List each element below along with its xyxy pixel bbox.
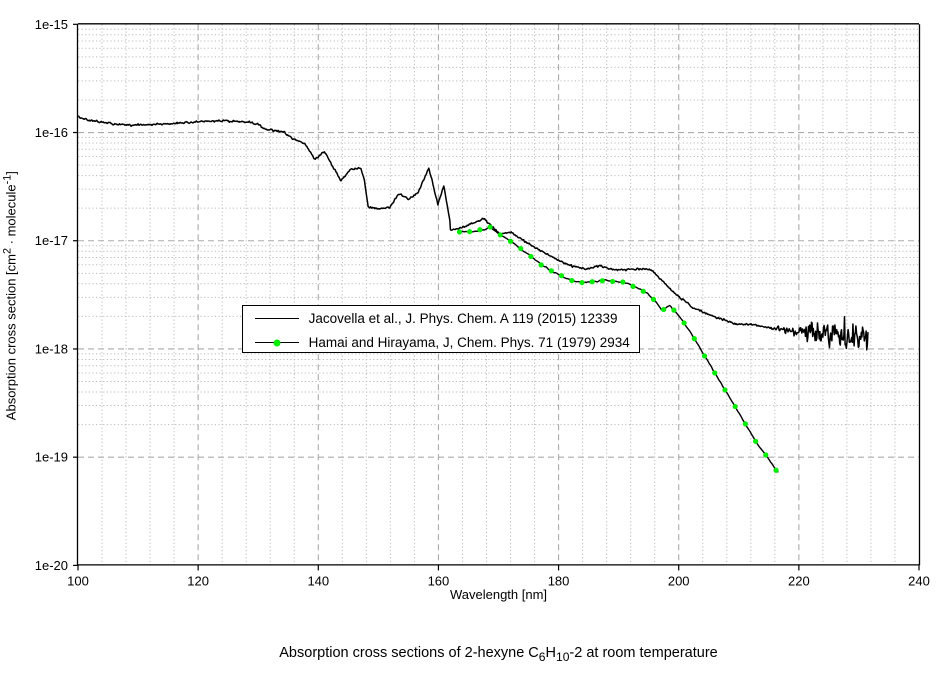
svg-text:1e-17: 1e-17 [35, 233, 68, 248]
svg-text:1e-19: 1e-19 [35, 450, 68, 465]
svg-text:1e-16: 1e-16 [35, 125, 68, 140]
svg-text:1e-18: 1e-18 [35, 341, 68, 356]
svg-text:1e-15: 1e-15 [35, 17, 68, 32]
svg-text:1e-20: 1e-20 [35, 558, 68, 573]
